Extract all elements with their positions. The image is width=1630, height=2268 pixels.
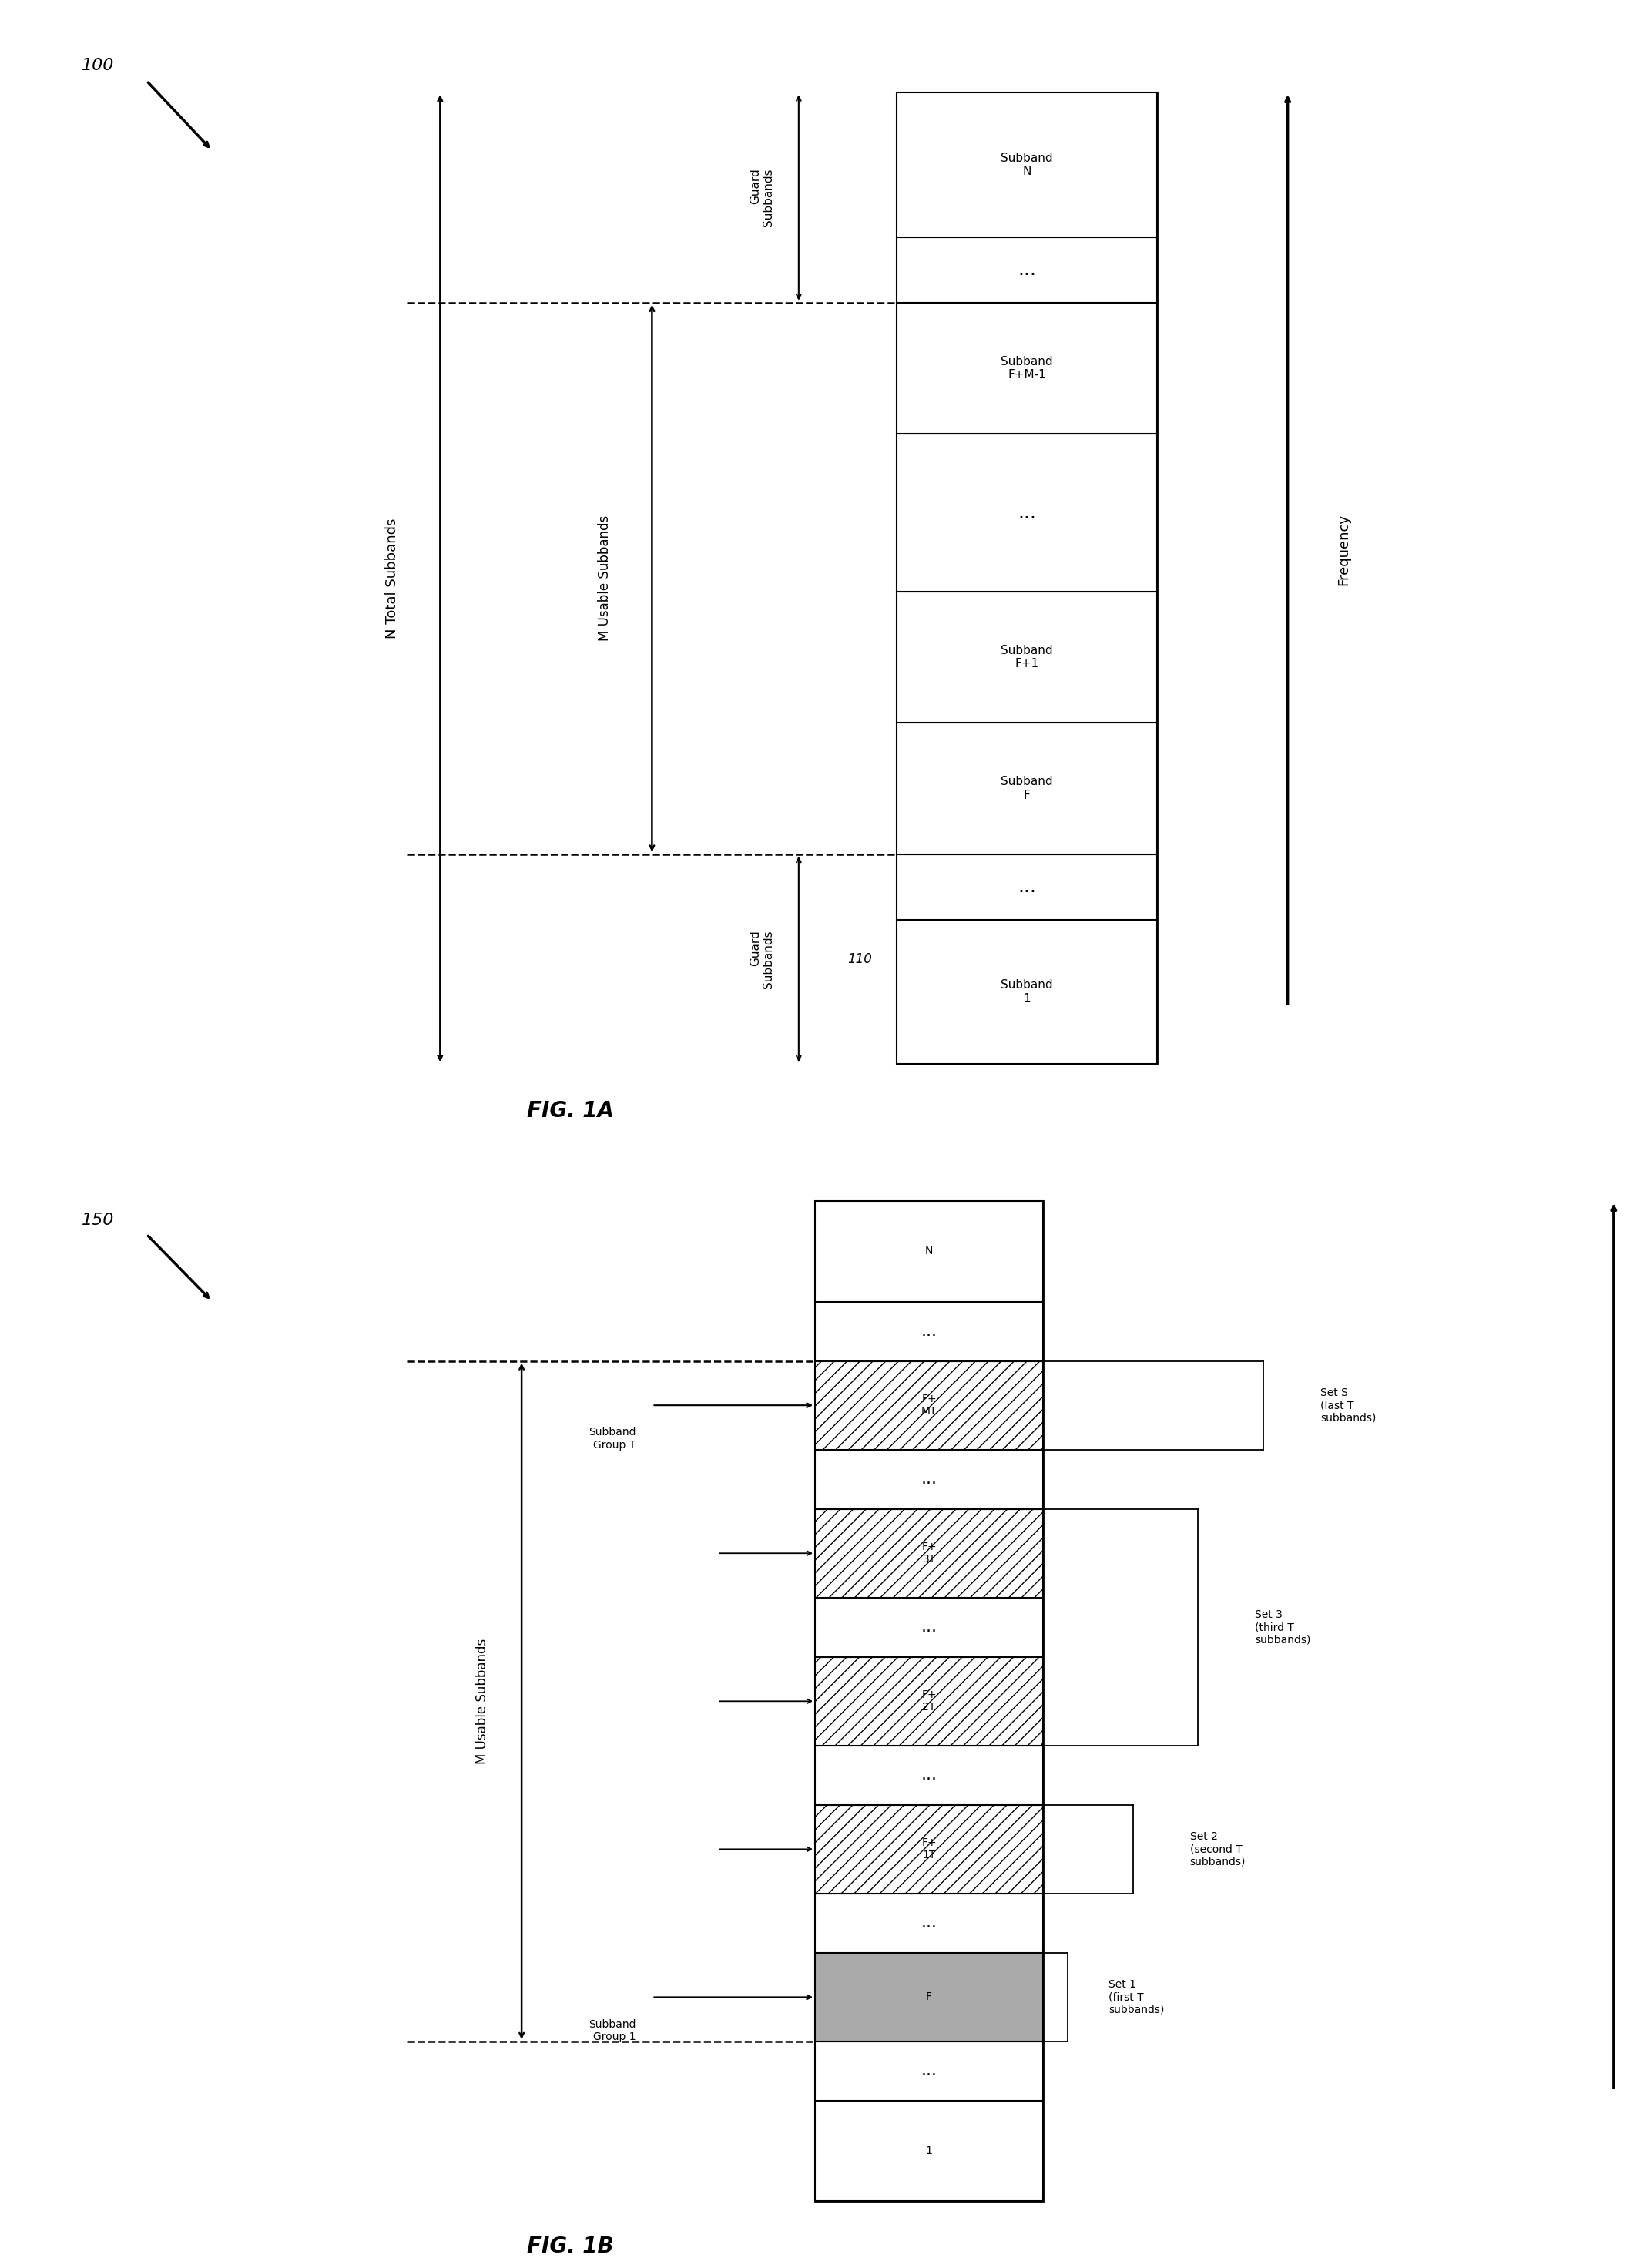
Bar xyxy=(815,1508,1043,1597)
Text: Subband
Group 1: Subband Group 1 xyxy=(588,2019,636,2041)
Text: Guard
Subbands: Guard Subbands xyxy=(750,168,774,227)
Text: 150: 150 xyxy=(82,1211,114,1227)
Bar xyxy=(897,93,1157,236)
Bar xyxy=(815,1894,1043,1953)
Text: Subband
F+M-1: Subband F+M-1 xyxy=(1001,356,1053,381)
Text: ...: ... xyxy=(1017,503,1037,522)
Text: Subband
F+1: Subband F+1 xyxy=(1001,644,1053,669)
Bar xyxy=(815,1805,1043,1894)
Text: N Total Subbands: N Total Subbands xyxy=(385,517,399,640)
Text: ...: ... xyxy=(921,1619,937,1635)
Text: FIG. 1A: FIG. 1A xyxy=(526,1100,615,1123)
Text: ...: ... xyxy=(1017,261,1037,279)
Bar xyxy=(897,93,1157,1064)
Text: 110: 110 xyxy=(848,953,872,966)
Bar xyxy=(815,1597,1043,1658)
Text: Set 3
(third T
subbands): Set 3 (third T subbands) xyxy=(1255,1610,1311,1644)
Text: ...: ... xyxy=(921,1472,937,1488)
Text: M Usable Subbands: M Usable Subbands xyxy=(597,515,611,642)
Text: F+
2T: F+ 2T xyxy=(921,1690,937,1712)
Text: FIG. 1B: FIG. 1B xyxy=(526,2236,615,2257)
Bar xyxy=(897,855,1157,921)
Text: Frequency: Frequency xyxy=(1337,513,1351,585)
Bar xyxy=(897,433,1157,592)
Text: F+
3T: F+ 3T xyxy=(921,1542,937,1565)
Text: ...: ... xyxy=(921,1325,937,1338)
Text: ...: ... xyxy=(921,1916,937,1930)
Text: Subband
1: Subband 1 xyxy=(1001,980,1053,1005)
Bar xyxy=(815,1302,1043,1361)
Text: F: F xyxy=(926,1991,932,2003)
Bar xyxy=(815,1202,1043,2202)
Text: 100: 100 xyxy=(82,59,114,73)
Bar xyxy=(897,592,1157,723)
Bar xyxy=(897,236,1157,302)
Text: 1: 1 xyxy=(926,2146,932,2157)
Bar xyxy=(897,723,1157,855)
Text: Subband
Group T: Subband Group T xyxy=(588,1427,636,1449)
Text: ...: ... xyxy=(921,1767,937,1783)
Text: Set 2
(second T
subbands): Set 2 (second T subbands) xyxy=(1190,1830,1245,1867)
Text: Set 1
(first T
subbands): Set 1 (first T subbands) xyxy=(1108,1980,1164,2014)
Bar xyxy=(815,1953,1043,2041)
Bar xyxy=(815,2100,1043,2202)
Text: ...: ... xyxy=(1017,878,1037,896)
Bar xyxy=(815,2041,1043,2100)
Text: ...: ... xyxy=(921,2064,937,2080)
Text: F+
1T: F+ 1T xyxy=(921,1837,937,1860)
Bar xyxy=(815,1746,1043,1805)
Text: Subband
N: Subband N xyxy=(1001,152,1053,177)
Bar xyxy=(815,1449,1043,1508)
Text: M Usable Subbands: M Usable Subbands xyxy=(474,1637,489,1765)
Bar xyxy=(815,1658,1043,1746)
Bar xyxy=(815,1202,1043,1302)
Text: Guard
Subbands: Guard Subbands xyxy=(750,930,774,989)
Text: N: N xyxy=(926,1245,932,1256)
Bar xyxy=(897,302,1157,433)
Text: F+
MT: F+ MT xyxy=(921,1393,937,1418)
Bar xyxy=(897,921,1157,1064)
Text: Set S
(last T
subbands): Set S (last T subbands) xyxy=(1320,1388,1376,1424)
Text: Subband
F: Subband F xyxy=(1001,776,1053,801)
Bar xyxy=(815,1361,1043,1449)
